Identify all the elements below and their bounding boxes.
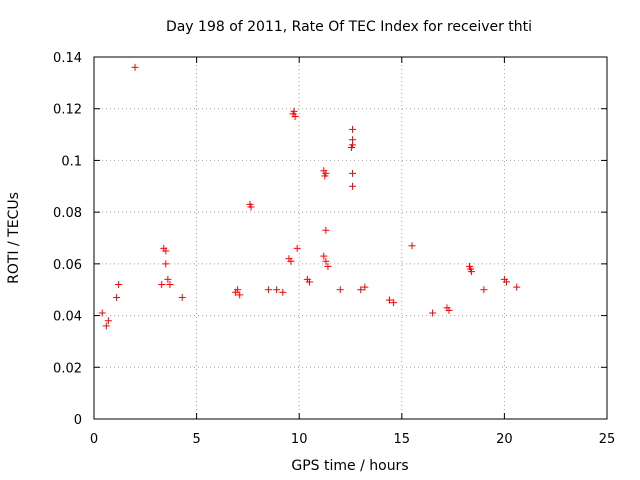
data-point [336,286,344,294]
data-point [408,242,416,250]
y-tick-label: 0.06 [53,258,82,273]
data-point [104,317,112,325]
data-point [287,257,295,265]
y-tick-label: 0.02 [53,361,82,376]
y-tick-label: 0.12 [53,103,82,118]
data-point [322,226,330,234]
data-point [164,275,172,283]
data-point [234,286,242,294]
data-point [293,244,301,252]
data-point [445,306,453,314]
x-tick-label: 5 [192,432,200,447]
plot-frame [93,56,608,420]
data-point [279,288,287,296]
data-point [290,107,298,115]
data-point [158,281,166,289]
data-point [349,125,357,133]
data-point [113,293,121,301]
data-point [385,296,393,304]
data-point [264,286,272,294]
x-axis-title: GPS time / hours [291,458,408,474]
chart-title: Day 198 of 2011, Rate Of TEC Index for r… [166,19,532,35]
data-point [115,281,123,289]
x-tick-label: 10 [291,432,308,447]
data-point [166,281,174,289]
x-tick-label: 25 [599,432,616,447]
data-point [131,63,139,71]
data-point [247,203,255,211]
data-point [468,268,476,276]
data-point [390,299,398,307]
data-point [178,293,186,301]
data-point [324,262,332,270]
data-point [513,283,521,291]
data-point [305,278,313,286]
data-point [480,286,488,294]
y-tick-label: 0.08 [53,206,82,221]
data-point [162,247,170,255]
x-tick-label: 0 [90,432,98,447]
data-point [273,286,281,294]
data-point [322,257,330,265]
data-point [322,169,330,177]
data-point [361,283,369,291]
data-point [236,291,244,299]
y-tick-label: 0 [74,413,82,428]
data-point [357,286,365,294]
data-point [102,322,110,330]
y-tick-label: 0.1 [61,154,82,169]
x-tick-label: 15 [394,432,411,447]
data-point [348,144,356,151]
axis-ticks: 0 5 10 15 20 25 0 0.02 0.04 0.06 0.08 0.1 0.12 0.14 [53,51,615,447]
data-point [162,260,170,268]
y-tick-label: 0.14 [53,51,82,66]
grid-lines [94,57,607,419]
data-point [98,309,106,317]
data-point [320,252,328,260]
y-tick-label: 0.04 [53,310,82,325]
x-tick-label: 20 [496,432,513,447]
data-point [429,309,437,317]
data-point [502,278,510,286]
data-point [291,112,299,120]
y-axis-title: ROTI / TECUs [6,192,22,284]
data-point [349,182,357,190]
data-point [349,169,357,177]
data-points [98,63,521,330]
